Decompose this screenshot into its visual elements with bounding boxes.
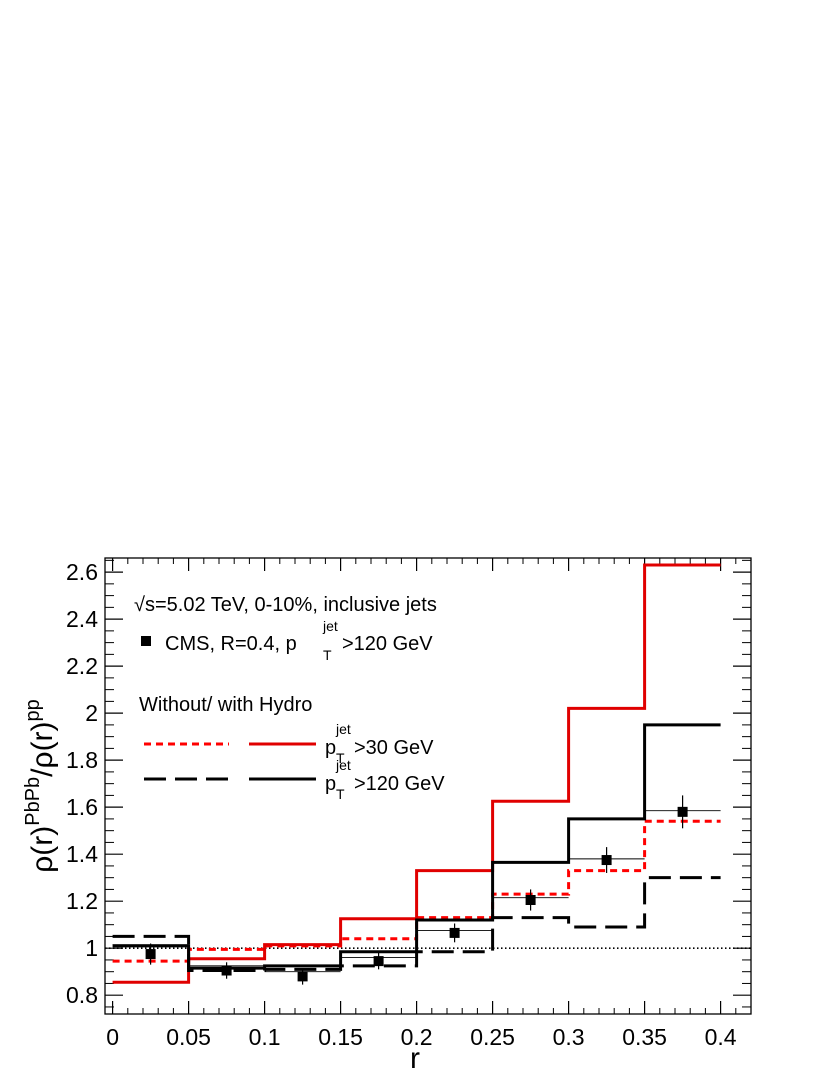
energy-annotation: √s=5.02 TeV, 0-10%, inclusive jets [134,594,437,616]
cms-point [221,965,232,976]
y-tick-label: 1.6 [66,794,98,820]
y-axis-title: ρ(r)PbPb/ρ(r)pp [22,699,59,873]
cms-point [449,927,460,938]
series-line-1 [112,563,721,984]
y-axis-title-slash: /ρ(r) [26,721,59,776]
sqrt-s-symbol: √s [134,594,155,616]
legend-label-120: p [325,773,336,795]
legend-label-30: p [325,737,336,759]
x-tick-label: 0.4 [705,1024,737,1050]
x-tick-label: 0.1 [249,1024,281,1050]
cms-legend-cut: >120 GeV [342,633,433,655]
legend-cut-30: >30 GeV [354,737,434,759]
cms-legend-sup: jet [322,618,338,634]
svg-text:CMS, R=0.4, p: CMS, R=0.4, p [165,633,297,655]
cms-point [373,956,384,967]
cms-point [297,971,308,982]
y-tick-label: 1.8 [66,747,98,773]
x-tick-label: 0.05 [166,1024,211,1050]
y-tick-label: 2.6 [66,559,98,585]
legend-cut-120: >120 GeV [354,773,445,795]
legend: p jet T >30 GeV p jet T >120 GeV [144,721,445,802]
cms-point [525,895,536,905]
energy-text: =5.02 TeV, 0-10%, inclusive jets [155,594,437,616]
x-tick-label: 0.15 [318,1024,363,1050]
y-axis: 0.8 1 1.2 1.4 1.6 1.8 2 2.2 2.4 2.6 [66,559,751,1008]
cms-point [601,855,612,866]
y-axis-title-sup1: PbPb [22,777,44,826]
cms-legend-marker [141,636,151,646]
y-axis-title-sup2: pp [22,699,44,721]
x-tick-label: 0.35 [622,1024,667,1050]
y-tick-label: 2 [85,700,98,726]
x-axis-title: r [410,1042,420,1075]
svg-text:√s=5.02 TeV, 0-10%, inclusive: √s=5.02 TeV, 0-10%, inclusive jets [134,594,437,616]
y-axis-title-base: ρ(r) [26,826,59,873]
cms-data-points [145,795,688,985]
x-axis: 0 0.05 0.1 0.15 0.2 0.25 0.3 0.35 0.4 [106,558,737,1050]
cms-legend-label: CMS, R=0.4, p [165,633,297,655]
legend-sub-120: T [336,786,345,802]
x-tick-label: 0.25 [470,1024,515,1050]
y-tick-label: 1.4 [66,841,98,867]
legend-sub-30: T [336,750,345,766]
y-tick-label: 1.2 [66,888,98,914]
plot-frame [104,557,752,1015]
x-tick-label: 0.3 [553,1024,585,1050]
x-tick-label: 0.2 [401,1024,433,1050]
y-tick-label: 2.2 [66,653,98,679]
y-tick-label: 2.4 [66,606,98,632]
cms-legend-sub: T [323,647,332,663]
cms-legend-entry: CMS, R=0.4, p jet T >120 GeV [141,618,433,663]
legend-sup-120: jet [335,757,351,773]
series-line-2 [112,876,721,973]
legend-sup-30: jet [335,721,351,737]
cms-point [145,949,156,960]
svg-text:ρ(r)PbPb/ρ(r)pp: ρ(r)PbPb/ρ(r)pp [22,699,59,873]
cms-point [677,806,688,817]
y-tick-label: 1 [85,935,98,961]
legend-header: Without/ with Hydro [139,694,312,716]
x-tick-label: 0 [106,1024,119,1050]
y-tick-label: 0.8 [66,982,98,1008]
